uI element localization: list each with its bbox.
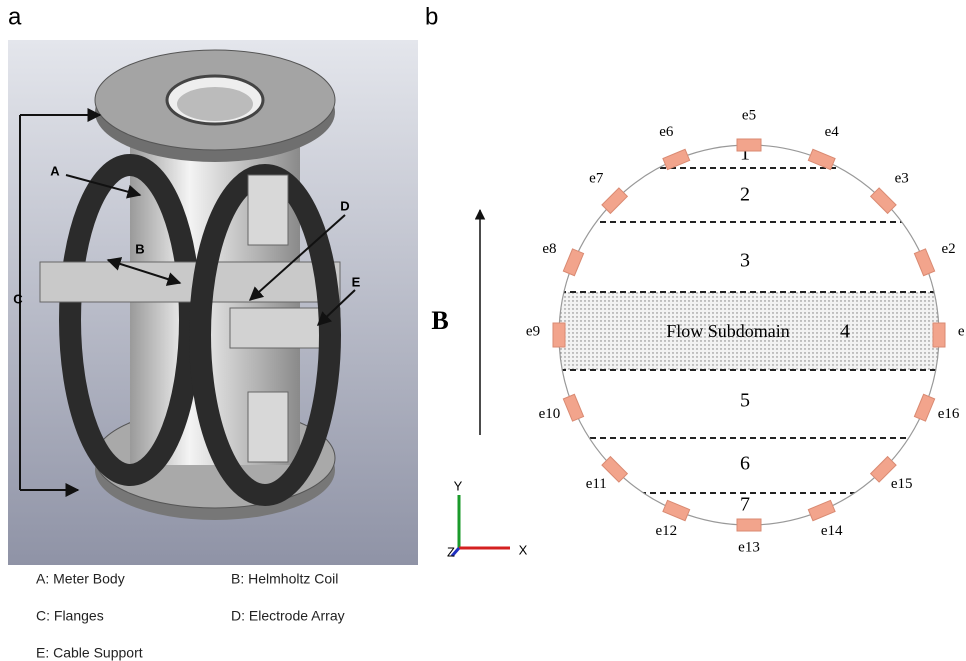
electrode-label: e5: [742, 107, 756, 123]
electrode-label: e7: [589, 171, 604, 187]
electrode-label: e9: [526, 323, 540, 339]
electrode: [663, 500, 690, 520]
electrode-label: e16: [938, 406, 960, 422]
legend-item: D: Electrode Array: [231, 608, 345, 624]
callout-label: A: [50, 163, 60, 178]
electrode: [737, 519, 761, 531]
legend-item: E: Cable Support: [36, 645, 143, 661]
electrode-label: e13: [738, 539, 760, 555]
panel-label: b: [425, 3, 438, 30]
legend-item: C: Flanges: [36, 608, 104, 624]
electrode: [933, 323, 945, 347]
axis-label: X: [519, 542, 528, 557]
figure: a A B C D E A: Meter Body B: Helmholtz Coil C:…: [0, 0, 966, 661]
electrode: [808, 500, 835, 520]
axis-label: Z: [447, 544, 455, 559]
electrode-label: e4: [825, 124, 840, 140]
zone-label: 7: [740, 494, 750, 516]
electrode-label: e6: [659, 124, 674, 140]
legend-item: B: Helmholtz Coil: [231, 571, 338, 587]
flow-label: Flow Subdomain: [666, 321, 790, 341]
zone-label: 4: [840, 321, 850, 343]
electrode: [563, 394, 583, 421]
electrode-label: e12: [656, 523, 678, 539]
electrode-label: e8: [542, 241, 556, 257]
electrode-label: e3: [895, 171, 909, 187]
electrode: [914, 249, 934, 276]
electrode: [563, 249, 583, 276]
axis-label: Y: [454, 478, 463, 493]
page: {"panel_a": {"label": "a", "callouts": […: [0, 0, 966, 661]
electrode-label: e11: [586, 476, 607, 492]
electrode-label: e10: [539, 406, 561, 422]
legend-item: A: Meter Body: [36, 571, 125, 587]
electrode: [737, 139, 761, 151]
electrode: [914, 394, 934, 421]
electrode-label: e1: [958, 323, 966, 339]
zone-label: 3: [740, 250, 750, 272]
electrode-label: e15: [891, 476, 913, 492]
panel-label: a: [8, 3, 22, 30]
electrode-label: e14: [821, 523, 843, 539]
zone-label: 5: [740, 390, 750, 412]
callout-label: B: [135, 241, 144, 256]
callout-label: D: [340, 198, 349, 213]
zone-label: 6: [740, 453, 750, 475]
device-render: [8, 40, 418, 565]
electrode: [808, 149, 835, 169]
zone-label: 2: [740, 184, 750, 206]
axis-triad: Y Z X: [447, 478, 528, 559]
field-label: B: [431, 306, 448, 335]
electrode-label: e2: [941, 241, 955, 257]
electrode: [663, 149, 690, 169]
callout-label: C: [13, 291, 23, 306]
callout-label: E: [352, 274, 361, 289]
electrode: [553, 323, 565, 347]
